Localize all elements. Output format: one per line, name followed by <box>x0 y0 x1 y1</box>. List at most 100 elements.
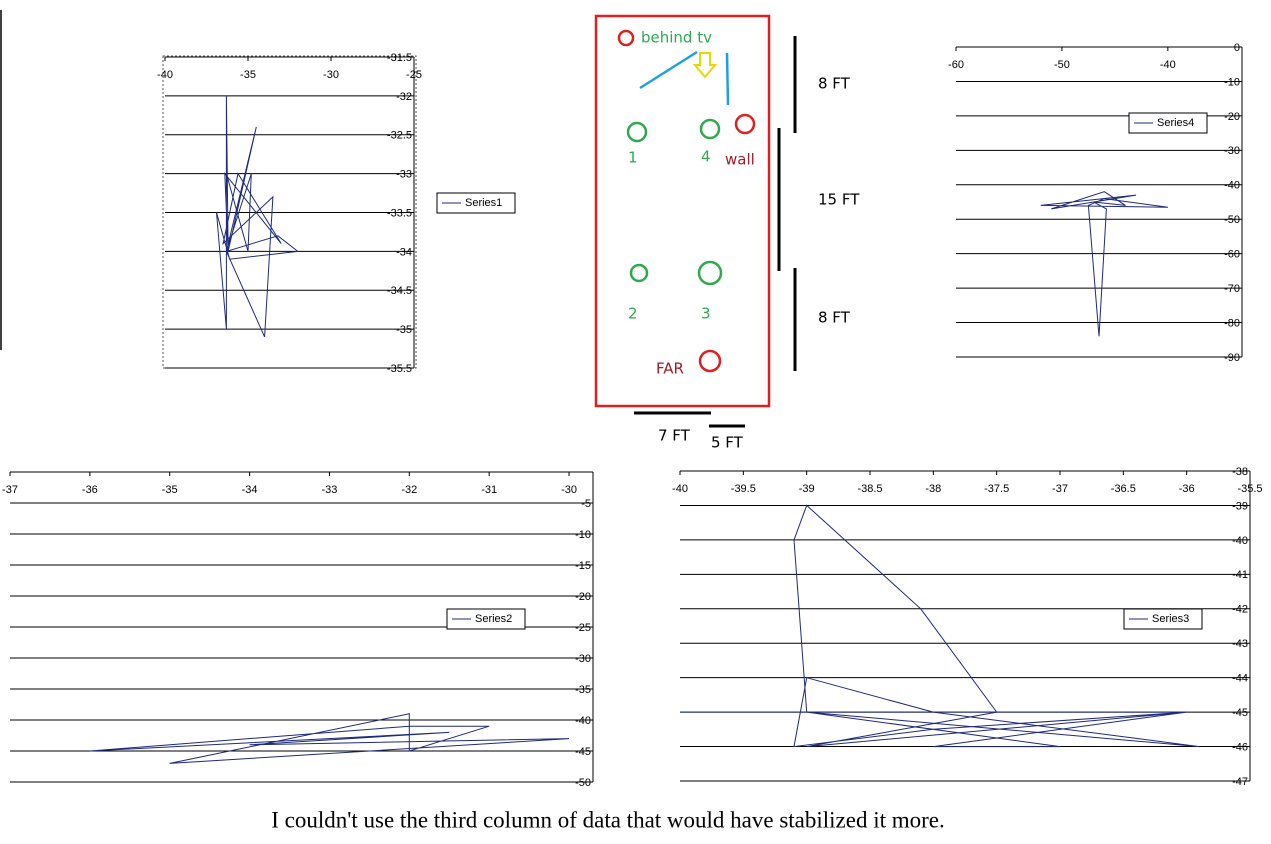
label: 8 FT <box>818 75 851 93</box>
label: 7 FT <box>658 427 691 445</box>
x-tick-label: -39 <box>799 483 815 495</box>
label: 2 <box>628 305 638 323</box>
y-tick-label: -44 <box>1232 673 1248 685</box>
legend-label: Series4 <box>1157 117 1194 129</box>
marker <box>734 113 756 135</box>
selection-border <box>162 55 417 369</box>
y-tick-label: -43 <box>1232 638 1248 650</box>
line <box>725 52 730 106</box>
y-tick-label: -50 <box>575 777 591 789</box>
y-tick-label: -15 <box>575 560 591 572</box>
y-tick-label: -5 <box>581 498 591 510</box>
x-tick-label: -37 <box>1052 483 1068 495</box>
y-tick-label: -33.5 <box>387 207 412 219</box>
label: FAR <box>656 360 684 378</box>
x-tick-label: -36 <box>82 484 98 496</box>
x-tick-label: -25 <box>406 69 422 81</box>
x-tick-label: -31 <box>481 484 497 496</box>
legend-box <box>436 192 516 214</box>
x-tick-label: -50 <box>1054 59 1070 71</box>
room <box>594 14 771 408</box>
x-tick-label: -30 <box>561 484 577 496</box>
line <box>639 50 698 90</box>
y-tick-label: -38 <box>1232 466 1248 478</box>
y-tick-label: -80 <box>1224 317 1240 329</box>
y-tick-label: -10 <box>575 529 591 541</box>
y-tick-label: -32.5 <box>387 130 412 142</box>
y-tick-label: -34 <box>396 246 412 258</box>
label: 4 <box>701 148 711 166</box>
y-tick-label: -60 <box>1224 249 1240 261</box>
x-tick-label: -35 <box>162 484 178 496</box>
y-tick-label: -42 <box>1232 604 1248 616</box>
room-diagram: behind tv 1 4 wall 2 3 FAR 8 FT 15 FT 8 … <box>594 14 860 452</box>
y-tick-label: -35 <box>396 324 412 336</box>
x-tick-label: -39.5 <box>731 483 756 495</box>
x-tick-label: -40 <box>157 69 173 81</box>
y-tick-label: -39 <box>1232 500 1248 512</box>
x-tick-label: -60 <box>948 59 964 71</box>
y-tick-label: -90 <box>1224 352 1240 364</box>
x-tick-label: -38 <box>925 483 941 495</box>
series-line <box>89 713 570 764</box>
y-tick-label: -46 <box>1232 741 1248 753</box>
legend-box <box>1128 112 1208 134</box>
y-tick-label: -20 <box>575 591 591 603</box>
y-tick-label: -40 <box>1224 180 1240 192</box>
y-tick-label: -32 <box>396 91 412 103</box>
caption: I couldn't use the third column of data … <box>271 807 945 832</box>
marker <box>698 349 722 373</box>
y-tick-label: -31.5 <box>387 52 412 64</box>
x-tick-label: -35.5 <box>1237 483 1262 495</box>
legend-label: Series2 <box>475 613 512 625</box>
marker <box>626 121 648 143</box>
marker <box>617 29 635 47</box>
y-tick-label: -40 <box>1232 535 1248 547</box>
x-tick-label: -37.5 <box>984 483 1009 495</box>
x-tick-label: -32 <box>401 484 417 496</box>
legend-box <box>446 608 526 630</box>
x-tick-label: -40 <box>1160 59 1176 71</box>
y-tick-label: -70 <box>1224 283 1240 295</box>
y-tick-label: 0 <box>1234 42 1240 54</box>
label: 15 FT <box>818 191 860 209</box>
y-tick-label: -45 <box>575 746 591 758</box>
legend-box <box>1123 608 1203 630</box>
y-tick-label: -41 <box>1232 569 1248 581</box>
label: 5 FT <box>711 434 744 452</box>
marker <box>697 260 723 286</box>
y-tick-label: -33 <box>396 169 412 181</box>
y-tick-label: -47 <box>1232 776 1248 788</box>
label: behind tv <box>641 29 712 47</box>
label: 1 <box>628 149 638 167</box>
x-tick-label: -33 <box>321 484 337 496</box>
x-tick-label: -40 <box>672 483 688 495</box>
x-tick-label: -38.5 <box>857 483 882 495</box>
y-tick-label: -10 <box>1224 76 1240 88</box>
legend-label: Series1 <box>465 197 502 209</box>
x-tick-label: -35 <box>240 69 256 81</box>
y-tick-label: -30 <box>575 653 591 665</box>
y-tick-label: -25 <box>575 622 591 634</box>
y-tick-label: -35 <box>575 684 591 696</box>
series-line <box>216 95 300 338</box>
y-tick-label: -45 <box>1232 707 1248 719</box>
legend-label: Series3 <box>1152 613 1189 625</box>
y-tick-label: -34.5 <box>387 285 412 297</box>
x-tick-label: -30 <box>323 69 339 81</box>
series-line <box>1040 191 1168 337</box>
marker <box>699 118 721 140</box>
label: 8 FT <box>818 309 851 327</box>
label: 3 <box>701 305 711 323</box>
y-tick-label: -20 <box>1224 111 1240 123</box>
y-tick-label: -35.5 <box>387 363 412 375</box>
x-tick-label: -37 <box>2 484 18 496</box>
label: wall <box>725 151 755 169</box>
arrow <box>692 52 718 79</box>
x-tick-label: -34 <box>242 484 258 496</box>
series-line <box>680 504 1200 748</box>
x-tick-label: -36 <box>1179 483 1195 495</box>
x-tick-label: -36.5 <box>1111 483 1136 495</box>
